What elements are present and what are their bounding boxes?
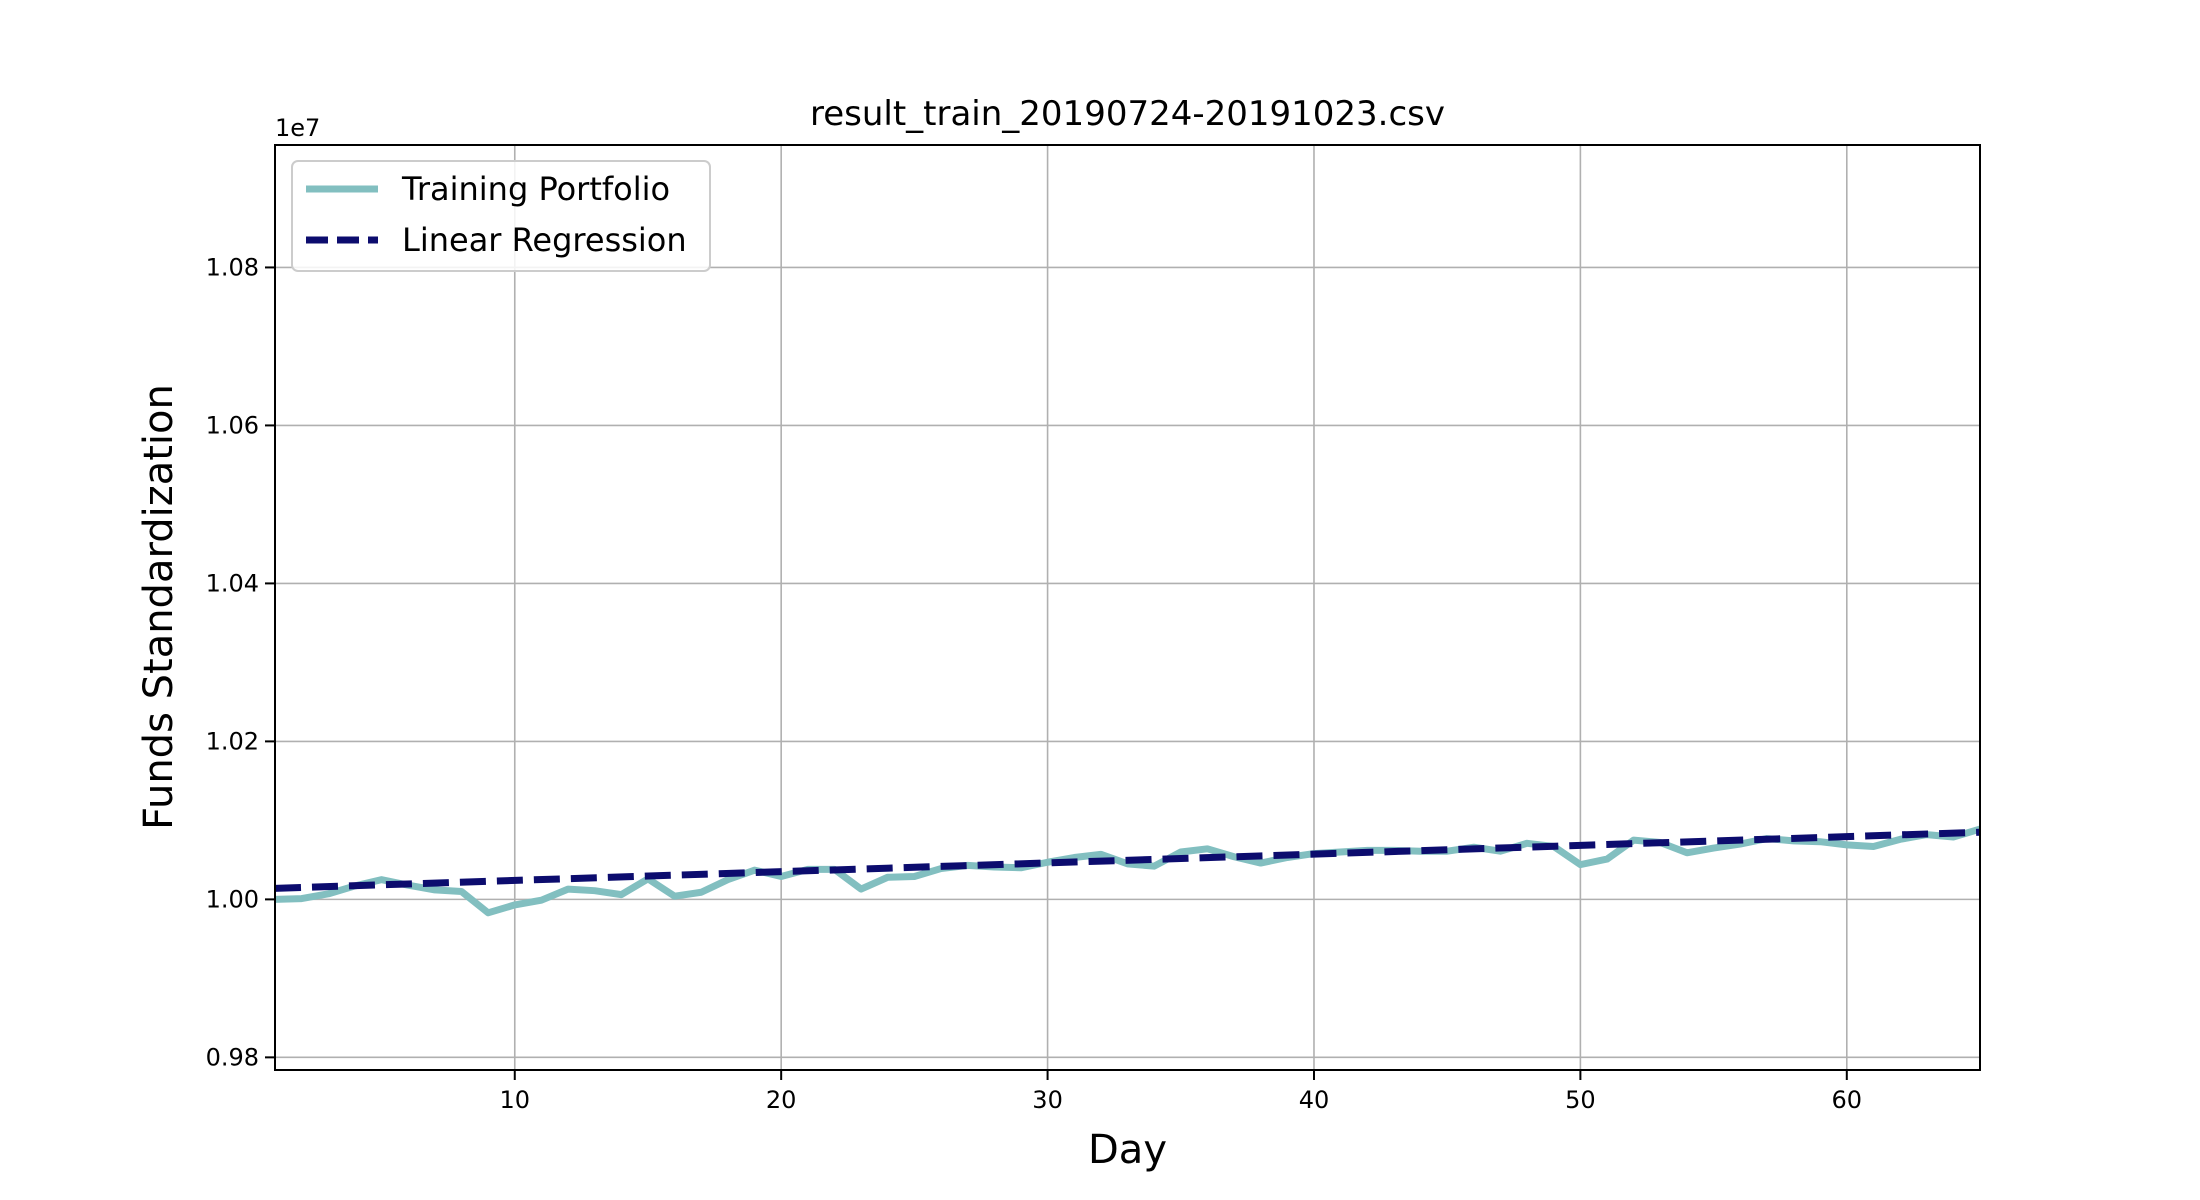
series-line-training-portfolio <box>275 825 1980 917</box>
y-tick-label: 1.08 <box>206 253 259 281</box>
x-tick-label: 50 <box>1565 1086 1596 1114</box>
y-offset-text: 1e7 <box>275 114 320 142</box>
chart-title: result_train_20190724-20191023.csv <box>810 94 1445 134</box>
y-axis-title: Funds Standardization <box>136 384 182 830</box>
ticks: 10 20 30 40 50 60 0.98 1.00 1.02 1.04 1.06 1.08 <box>206 253 1863 1114</box>
x-tick-label: 40 <box>1299 1086 1330 1114</box>
y-tick-label: 0.98 <box>206 1043 259 1071</box>
legend-label-training-portfolio: Training Portfolio <box>401 170 670 208</box>
x-tick-label: 20 <box>766 1086 797 1114</box>
y-tick-label: 1.02 <box>206 727 259 755</box>
x-axis-title: Day <box>1088 1127 1167 1173</box>
y-tick-label: 1.04 <box>206 569 259 597</box>
grid <box>275 145 1980 1070</box>
y-tick-label: 1.00 <box>206 885 259 913</box>
x-tick-label: 60 <box>1832 1086 1863 1114</box>
legend-label-linear-regression: Linear Regression <box>402 221 687 259</box>
x-tick-label: 10 <box>499 1086 530 1114</box>
legend: Training Portfolio Linear Regression <box>291 160 711 272</box>
plot-frame <box>274 144 1981 1071</box>
series-layer <box>275 825 1980 917</box>
y-tick-label: 1.06 <box>206 411 259 439</box>
x-tick-label: 30 <box>1032 1086 1063 1114</box>
legend-box <box>291 160 711 272</box>
series-line-linear-regression <box>275 828 1980 892</box>
